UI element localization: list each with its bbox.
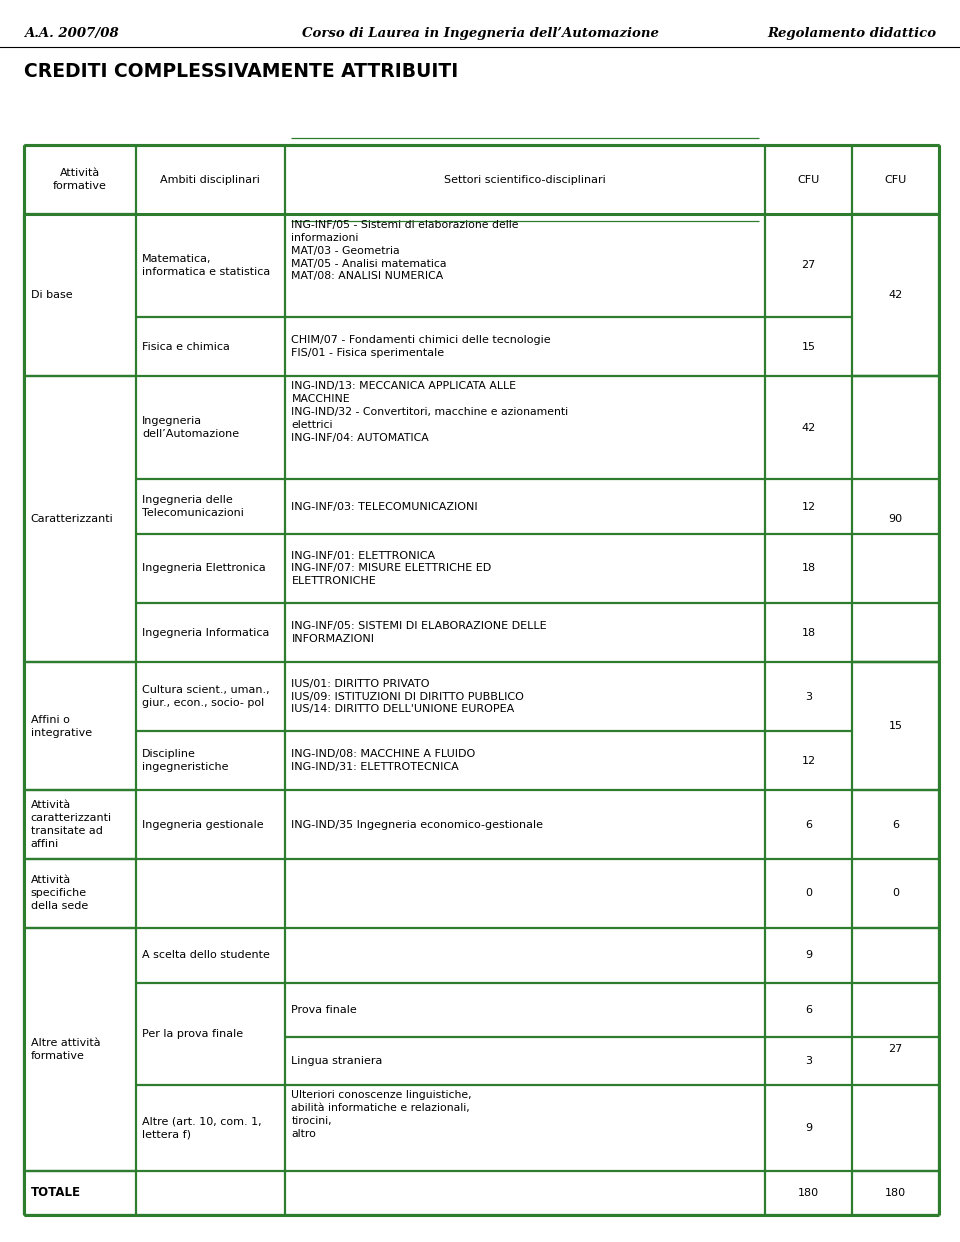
Text: 180: 180 <box>798 1187 819 1199</box>
Text: Lingua straniera: Lingua straniera <box>292 1057 383 1067</box>
Text: Attività
formative: Attività formative <box>53 168 107 191</box>
Text: Discipline
ingegneristiche: Discipline ingegneristiche <box>142 749 228 773</box>
Text: Caratterizzanti: Caratterizzanti <box>31 514 113 524</box>
Text: CFU: CFU <box>798 175 820 185</box>
Text: Di base: Di base <box>31 291 72 301</box>
Text: IUS/01: DIRITTO PRIVATO
IUS/09: ISTITUZIONI DI DIRITTO PUBBLICO
IUS/14: DIRITTO : IUS/01: DIRITTO PRIVATO IUS/09: ISTITUZI… <box>292 679 524 714</box>
Text: Per la prova finale: Per la prova finale <box>142 1028 244 1040</box>
Text: 180: 180 <box>885 1187 906 1199</box>
Text: 42: 42 <box>888 291 902 301</box>
Text: A scelta dello studente: A scelta dello studente <box>142 950 270 960</box>
Text: ING-INF/03: TELECOMUNICAZIONI: ING-INF/03: TELECOMUNICAZIONI <box>292 502 478 512</box>
Text: Cultura scient., uman.,
giur., econ., socio- pol: Cultura scient., uman., giur., econ., so… <box>142 686 270 708</box>
Text: 12: 12 <box>802 755 816 765</box>
Text: 27: 27 <box>802 261 816 271</box>
Text: 3: 3 <box>805 1057 812 1067</box>
Text: 18: 18 <box>802 627 816 637</box>
Text: 15: 15 <box>888 722 902 732</box>
Text: ING-INF/05: SISTEMI DI ELABORAZIONE DELLE
INFORMAZIONI: ING-INF/05: SISTEMI DI ELABORAZIONE DELL… <box>292 621 547 643</box>
Text: TOTALE: TOTALE <box>31 1186 81 1200</box>
Text: 90: 90 <box>888 514 902 524</box>
Text: Ingegneria delle
Telecomunicazioni: Ingegneria delle Telecomunicazioni <box>142 496 244 518</box>
Text: Fisica e chimica: Fisica e chimica <box>142 342 230 351</box>
Text: 9: 9 <box>804 950 812 960</box>
Text: 6: 6 <box>892 820 899 830</box>
Text: 6: 6 <box>805 1005 812 1015</box>
Text: Affini o
integrative: Affini o integrative <box>31 715 92 738</box>
Text: 12: 12 <box>802 502 816 512</box>
Text: CHIM/07 - Fondamenti chimici delle tecnologie
FIS/01 - Fisica sperimentale: CHIM/07 - Fondamenti chimici delle tecno… <box>292 335 551 358</box>
Text: A.A. 2007/08: A.A. 2007/08 <box>24 27 119 40</box>
Text: ING-IND/35 Ingegneria economico-gestionale: ING-IND/35 Ingegneria economico-gestiona… <box>292 820 543 830</box>
Text: 18: 18 <box>802 564 816 574</box>
Text: ING-INF/05 - Sistemi di elaborazione delle
informazioni
MAT/03 - Geometria
MAT/0: ING-INF/05 - Sistemi di elaborazione del… <box>292 220 519 282</box>
Text: Prova finale: Prova finale <box>292 1005 357 1015</box>
Text: Ingegneria Informatica: Ingegneria Informatica <box>142 627 270 637</box>
Text: ING-IND/13: MECCANICA APPLICATA ALLE
MACCHINE
ING-IND/32 - Convertitori, macchin: ING-IND/13: MECCANICA APPLICATA ALLE MAC… <box>292 381 568 442</box>
Text: Ingegneria gestionale: Ingegneria gestionale <box>142 820 264 830</box>
Text: Settori scientifico-disciplinari: Settori scientifico-disciplinari <box>444 175 606 185</box>
Text: 0: 0 <box>805 888 812 898</box>
Text: Altre (art. 10, com. 1,
lettera f): Altre (art. 10, com. 1, lettera f) <box>142 1117 262 1140</box>
Text: ING-INF/01: ELETTRONICA
ING-INF/07: MISURE ELETTRICHE ED
ELETTRONICHE: ING-INF/01: ELETTRONICA ING-INF/07: MISU… <box>292 550 492 586</box>
Text: 6: 6 <box>805 820 812 830</box>
Text: CFU: CFU <box>884 175 906 185</box>
Text: ING-IND/08: MACCHINE A FLUIDO
ING-IND/31: ELETTROTECNICA: ING-IND/08: MACCHINE A FLUIDO ING-IND/31… <box>292 749 476 773</box>
Text: Attività
caratterizzanti
transitate ad
affini: Attività caratterizzanti transitate ad a… <box>31 801 112 848</box>
Text: 42: 42 <box>802 422 816 432</box>
Text: Ulteriori conoscenze linguistiche,
abilità informatiche e relazionali,
tirocini,: Ulteriori conoscenze linguistiche, abili… <box>292 1090 472 1139</box>
Text: 0: 0 <box>892 888 899 898</box>
Text: CREDITI COMPLESSIVAMENTE ATTRIBUITI: CREDITI COMPLESSIVAMENTE ATTRIBUITI <box>24 62 458 81</box>
Text: Corso di Laurea in Ingegneria dell’Automazione: Corso di Laurea in Ingegneria dell’Autom… <box>301 27 659 40</box>
Text: Regolamento didattico: Regolamento didattico <box>767 27 936 40</box>
Text: Ingegneria Elettronica: Ingegneria Elettronica <box>142 564 266 574</box>
Text: Ambiti disciplinari: Ambiti disciplinari <box>160 175 260 185</box>
Text: 3: 3 <box>805 692 812 702</box>
Text: Matematica,
informatica e statistica: Matematica, informatica e statistica <box>142 255 271 277</box>
Text: 27: 27 <box>888 1045 902 1054</box>
Text: Ingegneria
dell’Automazione: Ingegneria dell’Automazione <box>142 416 239 440</box>
Text: 15: 15 <box>802 342 815 351</box>
Text: Attività
specifiche
della sede: Attività specifiche della sede <box>31 876 88 912</box>
Text: Altre attività
formative: Altre attività formative <box>31 1038 101 1061</box>
Text: 9: 9 <box>804 1123 812 1134</box>
